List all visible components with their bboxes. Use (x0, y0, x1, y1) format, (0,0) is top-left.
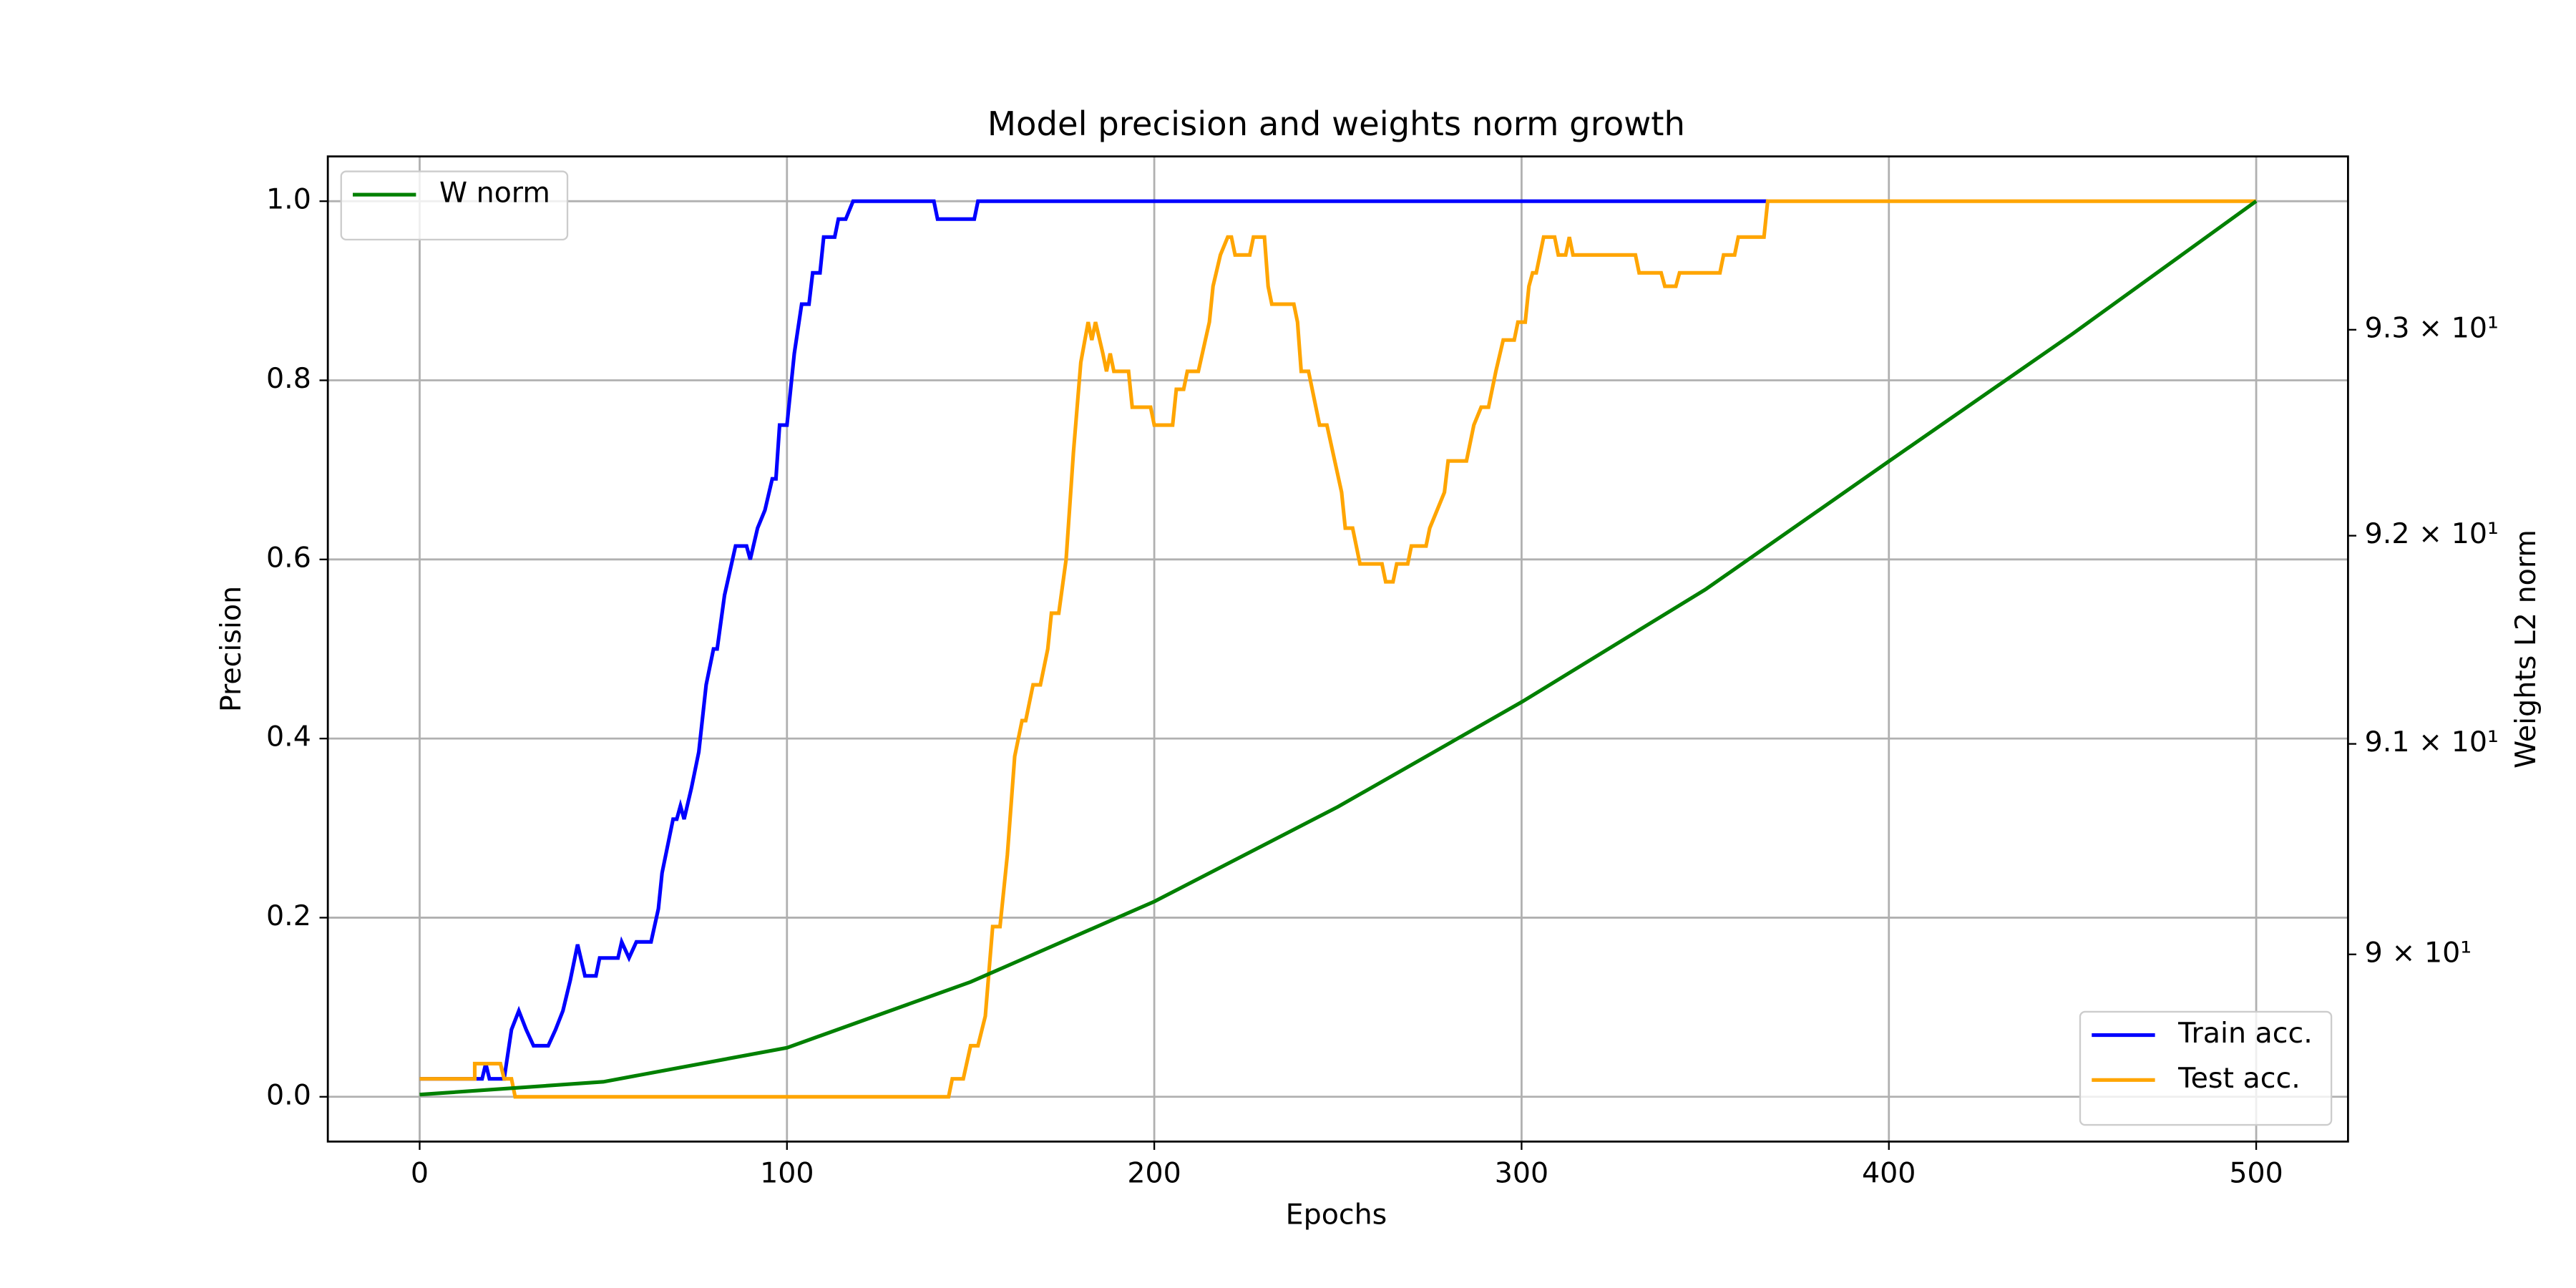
x-tick-label: 300 (1495, 1156, 1548, 1189)
y-tick-label: 1.0 (266, 183, 311, 216)
y-tick-label: 0.6 (266, 541, 311, 574)
plot-area (328, 156, 2348, 1142)
y-tick-label: 0.0 (266, 1078, 311, 1111)
x-axis-label: Epochs (1286, 1199, 1387, 1231)
y-tick-label: 0.4 (266, 721, 311, 753)
x-tick-label: 0 (411, 1156, 429, 1189)
y2-tick-label: 9.3 × 10¹ (2365, 311, 2499, 344)
x-tick-label: 100 (760, 1156, 814, 1189)
legend-label: Test acc. (2177, 1062, 2301, 1095)
y-tick-label: 0.8 (266, 362, 311, 395)
legend-label: Train acc. (2177, 1017, 2313, 1050)
y-axis-label: Precision (215, 586, 248, 712)
legend-label: W norm (439, 177, 550, 210)
series-line (419, 199, 2257, 1099)
y2-axis-label: Weights L2 norm (2509, 530, 2542, 769)
y-tick-label: 0.2 (266, 899, 311, 932)
plot-frame (326, 155, 2349, 1143)
series-line (419, 200, 2258, 1097)
x-tick-label: 200 (1127, 1156, 1181, 1189)
series-line (419, 199, 1768, 1081)
chart-title: Model precision and weights norm growth (987, 104, 1685, 143)
x-tick-label: 400 (1862, 1156, 1916, 1189)
legend-box (2079, 1010, 2333, 1126)
y2-tick-label: 9.2 × 10¹ (2365, 517, 2499, 550)
x-tick-label: 500 (2229, 1156, 2283, 1189)
y2-tick-label: 9 × 10¹ (2365, 936, 2472, 969)
legend-box (340, 170, 569, 241)
y2-tick-label: 9.1 × 10¹ (2365, 726, 2499, 758)
